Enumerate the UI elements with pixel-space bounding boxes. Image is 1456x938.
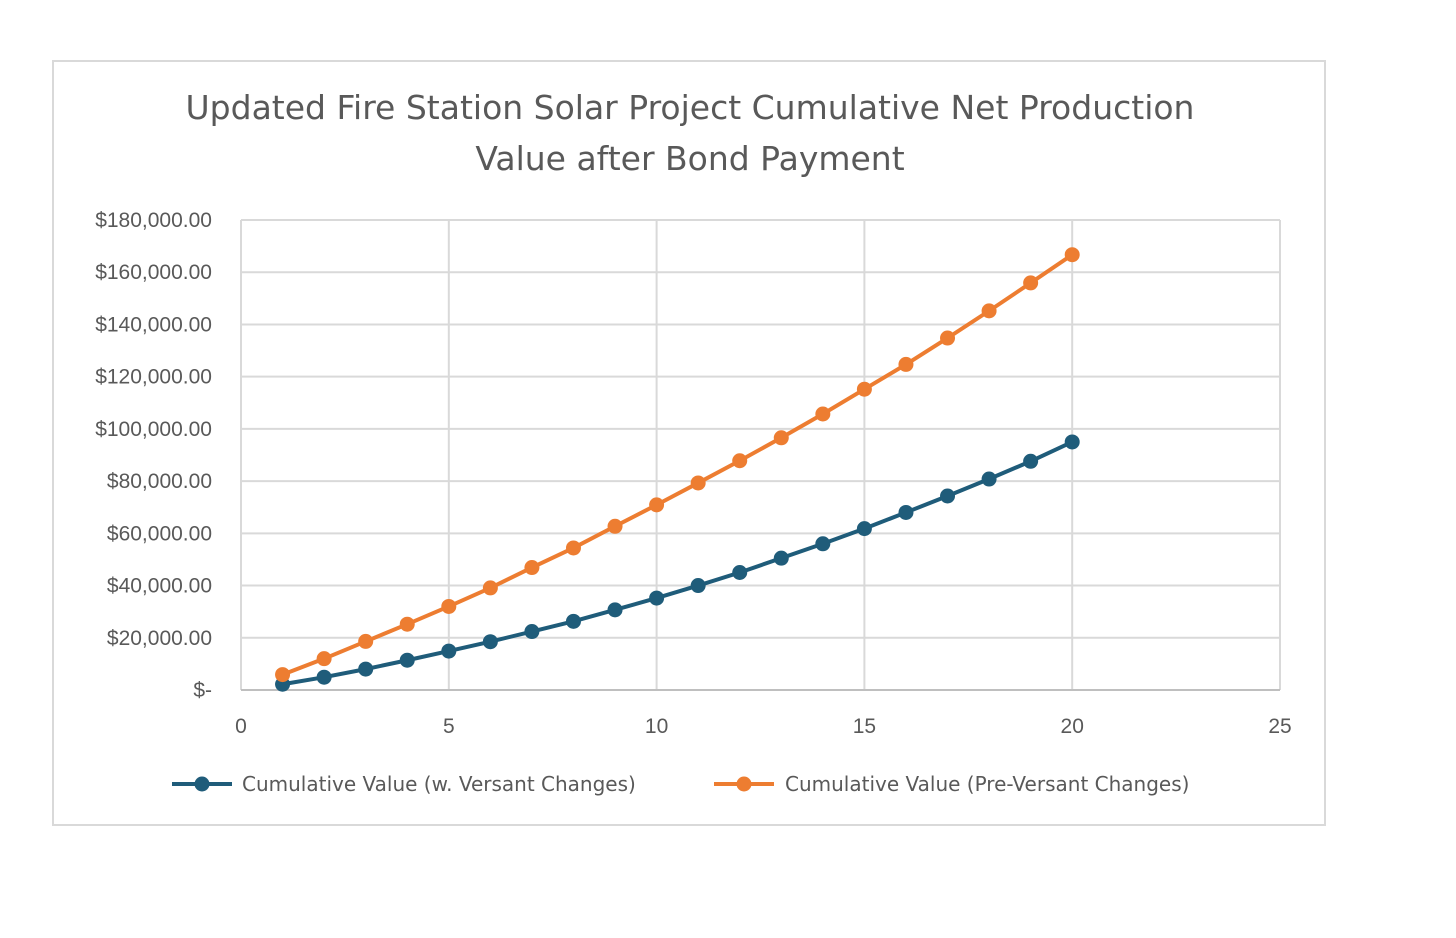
line-chart: Updated Fire Station Solar Project Cumul… [95,88,1291,796]
x-tick-label: 10 [645,715,668,738]
series-lines [275,247,1080,692]
series-1-point [482,634,498,650]
series-1-point [981,471,997,487]
series-1-point [524,624,540,640]
legend-label-2: Cumulative Value (Pre-Versant Changes) [785,772,1189,796]
y-tick-label: $80,000.00 [107,470,212,493]
series-1-point [690,578,706,594]
series-2-point [981,303,997,319]
series-1-point [1064,434,1080,450]
series-1-point [565,613,581,629]
y-tick-label: $100,000.00 [95,418,212,441]
y-tick-label: $180,000.00 [95,209,212,232]
legend: Cumulative Value (w. Versant Changes) Cum… [172,772,1189,796]
series-2-point [773,430,789,446]
chart-title-line-2: Value after Bond Payment [475,139,904,178]
y-tick-label: $40,000.00 [107,575,212,598]
chart-frame: Updated Fire Station Solar Project Cumul… [52,60,1326,826]
series-2-point [690,475,706,491]
y-tick-label: $- [193,679,212,702]
x-tick-label: 15 [853,715,876,738]
series-line-1 [282,440,1074,687]
series-2-point [482,580,498,596]
x-tick-label: 5 [443,715,455,738]
series-2-point [565,540,581,556]
series-2-point [1023,275,1039,291]
series-line-2 [281,253,1074,677]
series-2-point [815,406,831,422]
y-tick-label: $140,000.00 [95,313,212,336]
series-2-point [358,633,374,649]
series-1-point [358,661,374,677]
x-tick-label: 20 [1061,715,1084,738]
series-2-point [898,356,914,372]
series-1-point [441,643,457,659]
x-tick-label: 25 [1268,715,1291,738]
series-2-point [607,518,623,534]
series-2-point [275,667,291,683]
series-1-point [607,602,623,618]
series-1-point [773,550,789,566]
y-tick-label: $160,000.00 [95,261,212,284]
series-2-point [856,381,872,397]
series-1-point [399,652,415,668]
legend-marker-1 [194,776,210,792]
y-tick-label: $60,000.00 [107,522,212,545]
grid-lines [240,219,1281,690]
series-2-point [649,497,665,513]
y-tick-label: $20,000.00 [107,627,212,650]
legend-marker-2 [736,776,752,792]
axes: $- $20,000.00 $40,000.00 $60,000.00 $80,000.… [95,209,1291,738]
series-1-point [898,504,914,520]
series-1-point [940,488,956,504]
series-2-point [441,598,457,614]
series-2-point [1064,247,1080,263]
series-2-point [524,560,540,576]
legend-label-1: Cumulative Value (w. Versant Changes) [242,772,636,796]
y-tick-label: $120,000.00 [95,366,212,389]
series-2-point [399,616,415,632]
series-2-point [316,651,332,667]
series-1-point [316,669,332,685]
x-tick-label: 0 [235,715,247,738]
series-1-point [1023,453,1039,469]
series-1-point [732,565,748,580]
series-2-point [732,453,748,469]
series-1-point [649,590,665,606]
series-1-point [856,521,872,537]
chart-title-line-1: Updated Fire Station Solar Project Cumul… [186,88,1195,127]
series-1-point [815,536,831,552]
series-2-point [940,330,956,346]
